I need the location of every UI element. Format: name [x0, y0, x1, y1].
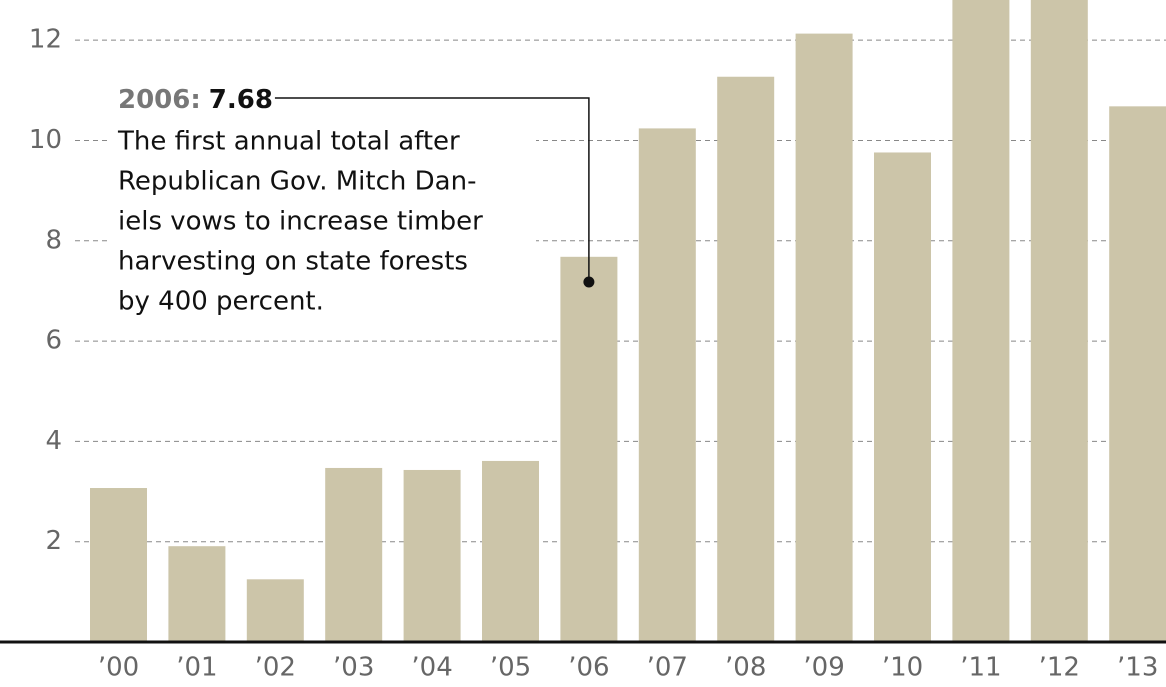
x-tick-label: ’06: [568, 653, 609, 683]
y-tick-label: 10: [29, 125, 62, 155]
x-tick-label: ’13: [1117, 653, 1158, 683]
annotation-line: by 400 percent.: [118, 287, 324, 317]
leader-dot: [583, 276, 595, 288]
x-tick-label: ’00: [98, 653, 139, 683]
bar: [168, 546, 226, 642]
bar: [482, 460, 539, 642]
x-tick-label: ’11: [960, 653, 1001, 683]
bar: [325, 467, 383, 642]
annotation-line: iels vows to increase timber: [118, 207, 483, 237]
bar: [795, 33, 853, 642]
annotation: 2006: 7.68 The first annual total after Rep…: [108, 82, 595, 325]
labels: 2 4 6 8 10 12 ’00 ’01 ’02 ’03 ’04 ’05 ’06 ’07 ’08 ’09 ’1…: [0, 25, 1166, 683]
annotation-heading: 2006: 7.68: [118, 85, 273, 115]
bar: [403, 469, 461, 642]
bar: [717, 76, 775, 642]
bar: [1030, 0, 1088, 642]
annotation-line: harvesting on state forests: [118, 247, 468, 277]
x-tick-label: ’03: [333, 653, 374, 683]
x-tick-label: ’05: [490, 653, 531, 683]
annotation-line: Republican Gov. Mitch Dan-: [118, 167, 476, 197]
annotation-value: 7.68: [209, 85, 273, 115]
x-tick-label: ’12: [1039, 653, 1080, 683]
annotation-background: [108, 82, 536, 325]
y-tick-label: 2: [45, 526, 62, 556]
x-tick-label: ’07: [647, 653, 688, 683]
bar: [952, 0, 1010, 642]
bar: [874, 152, 931, 642]
annotation-line: The first annual total after: [117, 127, 460, 157]
bar: [1109, 106, 1166, 642]
x-tick-label: ’02: [255, 653, 296, 683]
y-tick-label: 4: [45, 426, 62, 456]
y-tick-label: 12: [29, 25, 62, 55]
bar: [638, 128, 696, 642]
x-tick-label: ’01: [176, 653, 217, 683]
x-tick-label: ’09: [803, 653, 844, 683]
x-tick-label: ’10: [882, 653, 923, 683]
bar: [90, 488, 147, 642]
x-tick-label: ’04: [411, 653, 452, 683]
bar: [246, 579, 304, 642]
bars: [90, 0, 1166, 642]
y-tick-label: 6: [45, 326, 62, 356]
bar: [560, 256, 618, 642]
y-tick-label: 8: [45, 225, 62, 255]
leader-line: [274, 97, 590, 282]
annotation-year: 2006:: [118, 85, 201, 115]
x-tick-label: ’08: [725, 653, 766, 683]
